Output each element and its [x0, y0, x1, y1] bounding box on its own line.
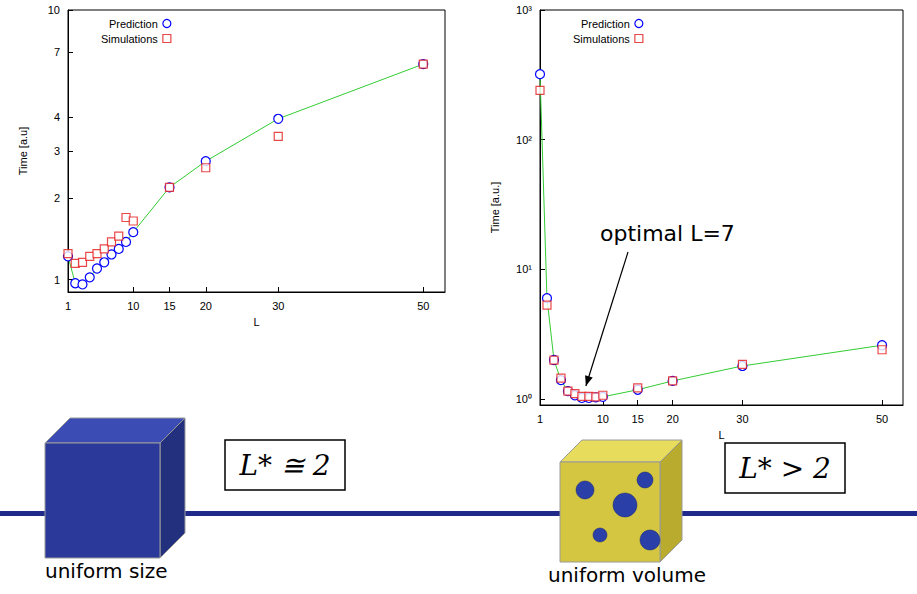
svg-text:L* ≅ 2: L* ≅ 2: [238, 449, 330, 482]
svg-text:50: 50: [417, 300, 429, 312]
svg-text:L* > 2: L* > 2: [738, 452, 831, 485]
svg-text:Time [a.u]: Time [a.u]: [17, 127, 29, 176]
svg-text:Prediction: Prediction: [109, 18, 158, 30]
svg-text:L: L: [718, 429, 724, 441]
svg-text:15: 15: [163, 300, 175, 312]
svg-text:1: 1: [65, 300, 71, 312]
svg-text:20: 20: [200, 300, 212, 312]
svg-text:3: 3: [54, 145, 60, 157]
svg-text:10: 10: [597, 413, 609, 425]
svg-text:10¹: 10¹: [516, 263, 532, 275]
svg-text:15: 15: [632, 413, 644, 425]
svg-text:1: 1: [537, 413, 543, 425]
svg-text:Time [a.u.]: Time [a.u.]: [489, 182, 501, 234]
svg-text:4: 4: [54, 111, 60, 123]
svg-text:1: 1: [54, 274, 60, 286]
svg-text:Simulations: Simulations: [101, 33, 158, 45]
svg-text:10: 10: [127, 300, 139, 312]
svg-text:10⁰: 10⁰: [516, 393, 532, 405]
svg-text:uniform size: uniform size: [45, 559, 168, 583]
svg-text:30: 30: [736, 413, 748, 425]
svg-text:10: 10: [48, 4, 60, 16]
svg-text:L: L: [253, 316, 259, 328]
svg-text:optimal L=7: optimal L=7: [600, 221, 735, 246]
svg-text:uniform volume: uniform volume: [548, 563, 706, 587]
svg-text:50: 50: [876, 413, 888, 425]
svg-text:Simulations: Simulations: [573, 33, 630, 45]
svg-text:10³: 10³: [516, 4, 532, 16]
svg-text:30: 30: [272, 300, 284, 312]
svg-text:7: 7: [54, 46, 60, 58]
svg-text:20: 20: [667, 413, 679, 425]
svg-text:2: 2: [54, 192, 60, 204]
svg-text:Prediction: Prediction: [581, 18, 630, 30]
svg-text:10²: 10²: [516, 134, 532, 146]
